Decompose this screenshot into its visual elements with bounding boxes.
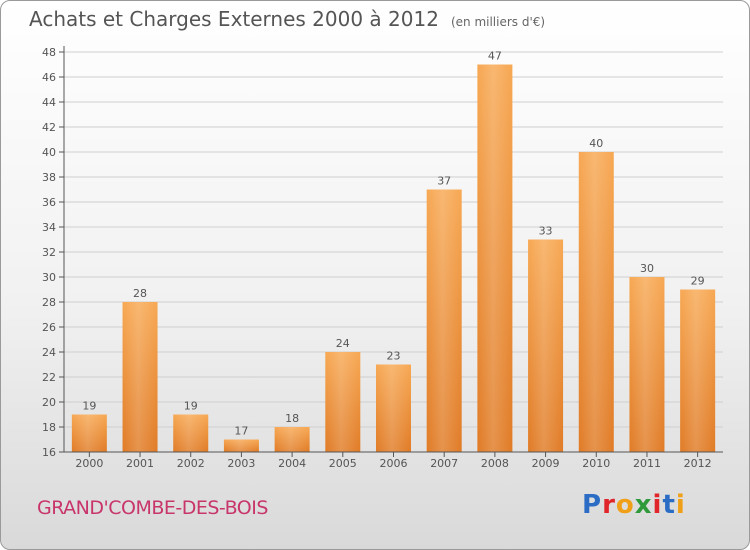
x-tick-label: 2008 <box>481 457 509 470</box>
y-tick-label: 16 <box>42 446 56 459</box>
chart-title: Achats et Charges Externes 2000 à 2012 (e… <box>29 7 545 31</box>
axes <box>63 46 723 453</box>
y-tick-label: 40 <box>42 146 56 159</box>
logo-letter: r <box>602 490 616 520</box>
x-tick-label: 2005 <box>329 457 357 470</box>
bar-value-label: 19 <box>82 400 96 413</box>
bar-value-label: 17 <box>234 425 248 438</box>
x-tick-label: 2006 <box>380 457 408 470</box>
bar-value-label: 40 <box>589 137 603 150</box>
bar-highlight <box>528 239 564 452</box>
x-tick-label: 2011 <box>633 457 661 470</box>
bar-value-labels: 19 28 19 17 18 24 23 37 47 33 40 30 29 <box>82 50 704 438</box>
y-tick-label: 28 <box>42 296 56 309</box>
bar-highlight <box>173 414 209 452</box>
x-tick-label: 2009 <box>532 457 560 470</box>
logo-letter: i <box>652 490 663 520</box>
bar-value-label: 29 <box>691 275 705 288</box>
logo-letter: P <box>582 490 603 520</box>
y-tick-label: 46 <box>42 71 56 84</box>
x-tick-label: 2003 <box>227 457 255 470</box>
bar-highlight <box>578 152 614 452</box>
bar-value-label: 37 <box>437 175 451 188</box>
bar-highlight <box>680 289 716 452</box>
y-tick-label: 42 <box>42 121 56 134</box>
y-tick-label: 26 <box>42 321 56 334</box>
bars <box>71 64 716 452</box>
bar-value-label: 19 <box>184 400 198 413</box>
bar-highlight <box>223 439 259 452</box>
bar-value-label: 30 <box>640 262 654 275</box>
title-text: Achats et Charges Externes 2000 à 2012 <box>29 7 439 31</box>
logo-letter: i <box>675 490 686 520</box>
logo-letter: t <box>662 490 676 520</box>
bar-highlight <box>71 414 107 452</box>
y-tick-label: 34 <box>42 221 56 234</box>
y-tick-label: 36 <box>42 196 56 209</box>
bar-highlight <box>629 277 665 452</box>
x-tick-label: 2004 <box>278 457 306 470</box>
y-tick-label: 44 <box>42 96 56 109</box>
x-tick-label: 2001 <box>126 457 154 470</box>
x-tick-label: 2002 <box>177 457 205 470</box>
y-tick-label: 24 <box>42 346 56 359</box>
bar-value-label: 18 <box>285 412 299 425</box>
logo-letter: o <box>615 490 635 520</box>
x-tick-label: 2012 <box>684 457 712 470</box>
y-tick-label: 30 <box>42 271 56 284</box>
y-tick-label: 22 <box>42 371 56 384</box>
y-tick-label: 18 <box>42 421 56 434</box>
x-tick-label: 2007 <box>430 457 458 470</box>
place-name: GRAND'COMBE-DES-BOIS <box>37 497 268 519</box>
bar-highlight <box>274 427 310 452</box>
bar-highlight <box>426 189 462 452</box>
bar-value-label: 47 <box>488 50 502 63</box>
bar-value-label: 28 <box>133 287 147 300</box>
y-axis-tick-labels: 16 18 20 22 24 26 28 30 32 34 36 38 40 42 44 46 48 <box>42 46 56 459</box>
bar-highlight <box>376 364 411 452</box>
bar-value-label: 23 <box>387 350 401 363</box>
x-tick-label: 2010 <box>582 457 610 470</box>
x-axis-tick-labels: 2000 2001 2002 2003 2004 2005 2006 2007 2008 2009… <box>75 452 712 470</box>
bar-highlight <box>325 352 361 452</box>
bar-value-label: 33 <box>539 225 553 238</box>
y-tick-label: 32 <box>42 246 56 259</box>
bar-highlight <box>122 302 158 452</box>
x-tick-label: 2000 <box>75 457 103 470</box>
chart-subtitle: (en milliers d'€) <box>450 15 546 29</box>
logo-letter: x <box>634 490 653 520</box>
proxiti-logo: Proxiti <box>582 490 686 520</box>
y-tick-label: 38 <box>42 171 56 184</box>
y-tick-label: 48 <box>42 46 56 59</box>
y-tick-label: 20 <box>42 396 56 409</box>
bar-value-label: 24 <box>336 337 350 350</box>
bar-highlight <box>477 64 513 452</box>
